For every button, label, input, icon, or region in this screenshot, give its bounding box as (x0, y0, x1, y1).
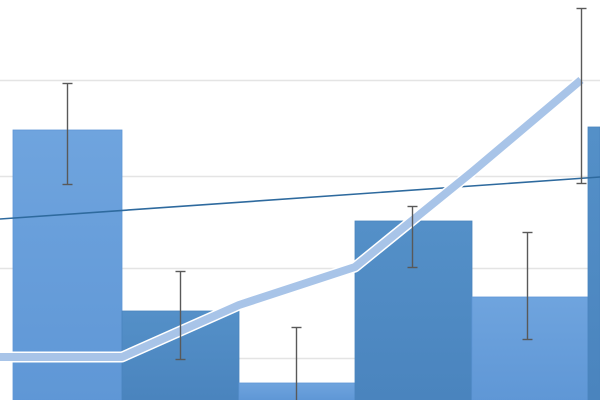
line-series-0 (0, 176, 600, 220)
error-bar-1 (62, 82, 73, 186)
lines-group (0, 75, 600, 363)
error-bar-6 (576, 7, 587, 185)
error-bar-3 (291, 326, 302, 400)
error-bar-4 (407, 205, 418, 269)
error-bar-2 (175, 270, 186, 361)
error-bar-5 (522, 231, 533, 341)
line-series-1 (0, 76, 584, 361)
bar-6 (587, 126, 600, 400)
error-bars-group (62, 7, 587, 400)
bar-5 (471, 296, 589, 400)
